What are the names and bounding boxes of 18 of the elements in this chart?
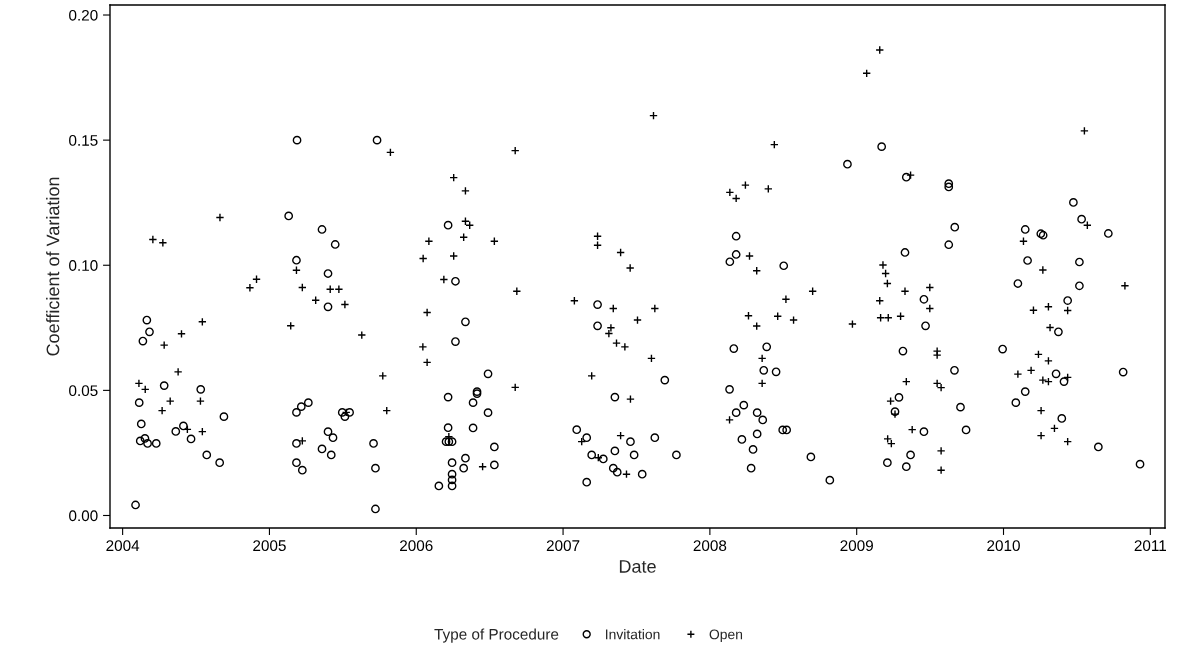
x-tick-label: 2008 [693, 540, 727, 552]
y-tick-label: 0.05 [69, 385, 98, 397]
legend-label: Open [709, 629, 743, 643]
x-tick-label: 2005 [253, 540, 286, 552]
x-tick-label: 2011 [1134, 540, 1166, 552]
y-axis-title: Coefficient of Variation [46, 177, 60, 356]
x-axis-title: Date [619, 560, 656, 573]
x-tick-label: 2006 [400, 540, 433, 552]
x-tick-label: 2004 [106, 540, 140, 552]
y-tick-label: 0.20 [69, 9, 98, 21]
x-tick-label: 2009 [840, 540, 873, 552]
y-tick-label: 0.10 [69, 260, 98, 271]
y-tick-label: 0.00 [69, 510, 98, 522]
x-tick-label: 2007 [546, 540, 580, 552]
y-tick-label: 0.15 [69, 135, 98, 146]
x-tick-label: 2010 [987, 540, 1020, 552]
legend-title: Type of Procedure [434, 628, 559, 643]
legend-label: Invitation [606, 629, 660, 640]
